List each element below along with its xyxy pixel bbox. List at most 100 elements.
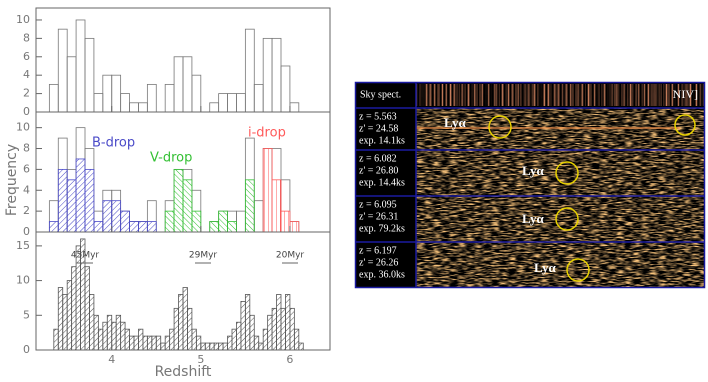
spectrum-info: z' = 24.58	[359, 123, 398, 134]
histogram-bar	[106, 314, 113, 351]
histogram-bar	[289, 221, 300, 233]
histogram-bar	[280, 65, 291, 113]
histogram-bar	[120, 321, 126, 351]
histogram-bar	[253, 335, 260, 351]
spectrum-info: z = 5.563	[359, 111, 397, 122]
histogram-bar	[240, 301, 246, 351]
histogram-bar	[182, 179, 193, 233]
lya-label: Lyα	[522, 163, 544, 178]
histogram-bar	[151, 335, 157, 351]
histogram-bar	[182, 287, 188, 351]
histogram-bar	[169, 328, 175, 351]
histogram-bar	[249, 314, 255, 351]
y-tick-label: 0	[23, 343, 30, 356]
y-tick-label: 2	[23, 204, 30, 217]
histogram-bar	[244, 294, 251, 351]
histogram-bar	[129, 221, 139, 233]
histogram-bar	[204, 342, 211, 351]
histogram-bar	[173, 56, 184, 113]
histogram-bar	[146, 83, 157, 113]
histogram-bar	[164, 83, 175, 113]
histogram-bar	[93, 93, 104, 113]
histogram-bar	[218, 342, 224, 351]
lya-label: Lyα	[522, 211, 544, 226]
histogram-bar	[173, 168, 184, 233]
spectrum-info: exp. 36.0ks	[359, 269, 405, 280]
histogram-bar	[280, 210, 291, 233]
histogram-bar	[227, 335, 233, 351]
histogram-bar	[155, 335, 162, 351]
y-tick-label: 4	[23, 183, 30, 196]
histogram-bar	[120, 210, 130, 233]
histogram-bar	[115, 314, 122, 351]
series-label: B-drop	[92, 136, 135, 151]
histogram-bar	[267, 314, 273, 351]
histogram-bar	[227, 221, 237, 233]
histogram-bar	[120, 93, 130, 113]
y-tick-label: 10	[16, 121, 30, 134]
histogram-bar	[133, 335, 139, 351]
histogram-bar	[289, 307, 295, 351]
spectrum-info: z = 6.095	[359, 199, 397, 210]
y-tick-label: 10	[16, 13, 30, 26]
y-tick-label: 8	[23, 142, 30, 155]
annotation: 45Myr	[71, 251, 100, 261]
histogram-bar	[191, 74, 202, 113]
histogram-bar	[164, 335, 171, 351]
histogram-bar	[262, 37, 273, 113]
histogram-bar	[200, 342, 206, 351]
x-axis-label: Redshift	[155, 364, 212, 380]
histogram-bar	[75, 245, 81, 351]
y-tick-label: 15	[16, 239, 30, 252]
y-tick-label: 6	[23, 162, 30, 175]
y-tick-label: 0	[23, 105, 30, 118]
lya-label: Lyα	[444, 115, 466, 130]
histogram-bar	[289, 102, 300, 113]
spectrum-info: exp. 14.4ks	[359, 177, 405, 188]
histogram-bar	[280, 307, 286, 351]
histogram-bar	[66, 56, 77, 113]
histogram-bar	[84, 266, 90, 351]
histogram-bar	[178, 294, 184, 351]
histogram-bar	[66, 179, 77, 233]
x-tick-label: 5	[197, 353, 204, 366]
spectrum-info: z' = 26.26	[359, 257, 398, 268]
histogram-bar	[97, 328, 104, 351]
histogram-bar	[142, 335, 148, 351]
x-tick-label: 6	[286, 353, 293, 366]
histogram-bar	[218, 210, 228, 233]
histogram-bar	[102, 321, 108, 351]
spectra-grid	[354, 81, 706, 289]
histogram-bar	[262, 328, 269, 351]
y-tick-label: 6	[23, 50, 30, 63]
y-tick-label: 8	[23, 31, 30, 44]
histogram-bar	[93, 221, 104, 233]
histogram-bar	[146, 221, 157, 233]
histogram-bar	[244, 28, 255, 113]
histogram-bar	[57, 168, 68, 233]
x-tick-label: 4	[108, 353, 115, 366]
histogram-bar	[253, 83, 264, 113]
series-label: i-drop	[248, 126, 286, 141]
histogram-bar	[191, 210, 202, 233]
histogram-bar	[75, 19, 86, 113]
spectrum-info: exp. 79.2ks	[359, 223, 405, 234]
histogram-bar	[62, 294, 68, 351]
histogram-bar	[129, 335, 135, 351]
histogram-bar	[209, 221, 220, 233]
histogram-bar	[253, 200, 264, 233]
histogram-bar	[236, 321, 242, 351]
histogram-bar	[84, 168, 95, 233]
histogram-bar	[146, 335, 153, 351]
line-label: NIV]	[673, 87, 698, 101]
histogram-bar	[271, 307, 277, 351]
histogram-bar	[57, 28, 68, 113]
histogram-bar	[262, 148, 273, 233]
histogram-bar	[227, 93, 237, 113]
histogram-bar	[102, 200, 113, 233]
histogram-bar	[173, 307, 179, 351]
annotation: 29Myr	[189, 251, 218, 261]
